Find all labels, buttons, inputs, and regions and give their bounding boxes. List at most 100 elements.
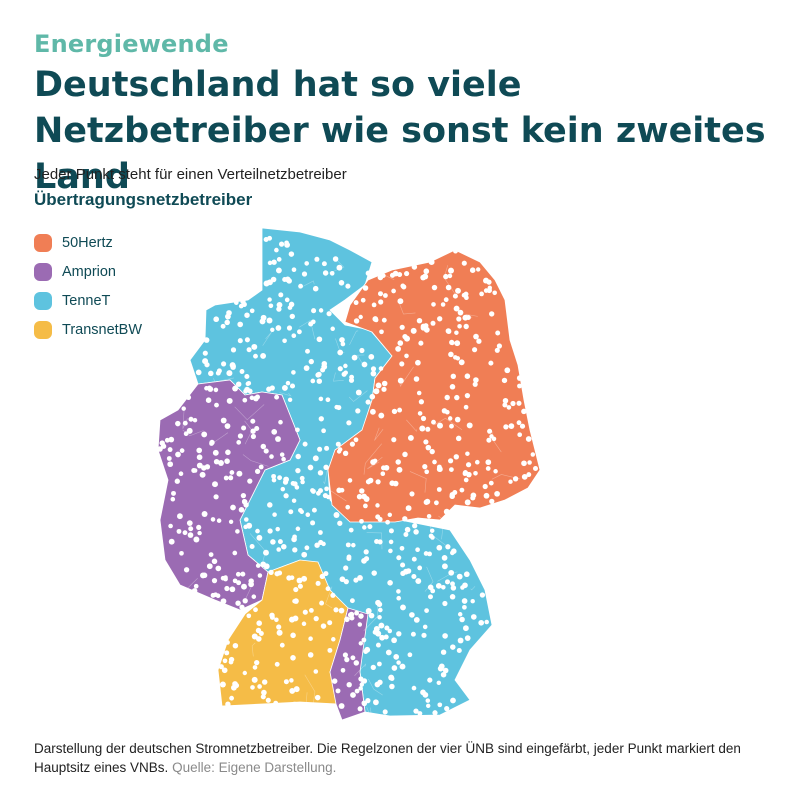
vnb-dot bbox=[419, 425, 426, 432]
vnb-dot bbox=[323, 464, 329, 470]
vnb-dot bbox=[235, 600, 241, 606]
vnb-dot bbox=[324, 486, 329, 492]
vnb-dot bbox=[463, 291, 469, 297]
vnb-dot bbox=[167, 461, 174, 468]
vnb-dot bbox=[486, 437, 492, 443]
vnb-dot bbox=[370, 366, 377, 372]
vnb-dot bbox=[375, 599, 381, 606]
vnb-dot bbox=[454, 416, 461, 423]
vnb-dot bbox=[445, 328, 452, 334]
vnb-dot bbox=[423, 499, 430, 505]
vnb-dot bbox=[411, 573, 417, 580]
vnb-dot bbox=[207, 386, 214, 392]
vnb-dot bbox=[397, 407, 403, 413]
vnb-dot bbox=[346, 682, 352, 688]
vnb-dot bbox=[355, 408, 361, 414]
vnb-dot bbox=[465, 451, 470, 456]
vnb-dot bbox=[359, 518, 364, 524]
vnb-dot bbox=[521, 408, 527, 415]
vnb-dot bbox=[449, 467, 454, 472]
vnb-dot bbox=[429, 448, 435, 455]
kicker: Energiewende bbox=[34, 30, 229, 58]
legend-item-amprion: Amprion bbox=[34, 257, 142, 286]
district-border bbox=[348, 390, 368, 402]
vnb-dot bbox=[274, 394, 280, 400]
vnb-dot bbox=[421, 632, 427, 638]
vnb-dot bbox=[256, 534, 263, 541]
vnb-dot bbox=[215, 565, 222, 572]
vnb-dot bbox=[427, 677, 433, 683]
vnb-dot bbox=[287, 397, 293, 403]
vnb-dot bbox=[478, 619, 485, 626]
vnb-dot bbox=[345, 542, 351, 548]
vnb-dot bbox=[415, 578, 422, 585]
vnb-dot bbox=[377, 679, 383, 685]
vnb-dot bbox=[286, 575, 292, 581]
vnb-dot bbox=[311, 507, 317, 513]
vnb-dot bbox=[448, 351, 454, 358]
vnb-dot bbox=[292, 534, 297, 540]
vnb-dot bbox=[301, 621, 307, 627]
vnb-dot bbox=[457, 612, 463, 617]
vnb-dot bbox=[463, 404, 469, 410]
vnb-dot bbox=[516, 420, 522, 426]
vnb-dot bbox=[261, 679, 268, 685]
vnb-dot bbox=[363, 503, 368, 509]
vnb-dot bbox=[218, 664, 224, 670]
vnb-dot bbox=[251, 594, 257, 599]
vnb-dot bbox=[488, 360, 494, 366]
vnb-dot bbox=[463, 625, 469, 632]
vnb-dot bbox=[441, 555, 448, 561]
vnb-dot bbox=[269, 612, 275, 618]
vnb-dot bbox=[391, 288, 396, 294]
vnb-dot bbox=[267, 297, 272, 302]
legend-label-amprion: Amprion bbox=[62, 263, 116, 280]
vnb-dot bbox=[377, 516, 383, 522]
vnb-dot bbox=[289, 383, 296, 389]
vnb-dot bbox=[462, 471, 468, 477]
vnb-dot bbox=[388, 674, 395, 681]
vnb-dot bbox=[258, 631, 264, 636]
vnb-dot bbox=[164, 437, 170, 443]
vnb-dot bbox=[331, 678, 338, 684]
vnb-dot bbox=[224, 650, 230, 656]
vnb-dot bbox=[444, 705, 450, 712]
caption: Darstellung der deutschen Stromnetzbetre… bbox=[34, 739, 774, 777]
vnb-dot bbox=[213, 592, 218, 598]
vnb-dot bbox=[437, 665, 444, 672]
vnb-dot bbox=[257, 684, 262, 689]
vnb-dot bbox=[361, 558, 367, 564]
vnb-dot bbox=[416, 317, 423, 324]
vnb-dot bbox=[311, 308, 317, 314]
vnb-dot bbox=[206, 563, 213, 570]
vnb-dot bbox=[257, 573, 263, 578]
vnb-dot bbox=[473, 333, 479, 340]
vnb-dot bbox=[319, 600, 325, 606]
vnb-dot bbox=[367, 524, 373, 530]
vnb-dot bbox=[319, 573, 325, 580]
vnb-dot bbox=[236, 440, 242, 445]
vnb-dot bbox=[378, 299, 384, 305]
vnb-dot bbox=[186, 427, 193, 434]
vnb-dot bbox=[453, 248, 458, 254]
vnb-dot bbox=[225, 449, 231, 456]
vnb-dot bbox=[450, 581, 455, 587]
vnb-dot bbox=[210, 517, 216, 522]
vnb-dot bbox=[283, 679, 289, 685]
vnb-dot bbox=[426, 513, 432, 519]
district-border bbox=[293, 692, 308, 707]
vnb-dot bbox=[399, 361, 405, 367]
legend-swatch-50hertz bbox=[34, 233, 52, 252]
vnb-dot bbox=[322, 493, 328, 499]
vnb-dot bbox=[273, 700, 279, 706]
vnb-dot bbox=[422, 273, 429, 280]
vnb-dot bbox=[449, 493, 455, 500]
vnb-dot bbox=[196, 447, 203, 454]
vnb-dot bbox=[295, 526, 301, 532]
district-border bbox=[299, 319, 316, 340]
vnb-dot bbox=[442, 633, 448, 639]
vnb-dot bbox=[232, 550, 238, 556]
vnb-dot bbox=[378, 366, 384, 371]
vnb-dot bbox=[357, 622, 363, 627]
vnb-dot bbox=[175, 420, 181, 427]
